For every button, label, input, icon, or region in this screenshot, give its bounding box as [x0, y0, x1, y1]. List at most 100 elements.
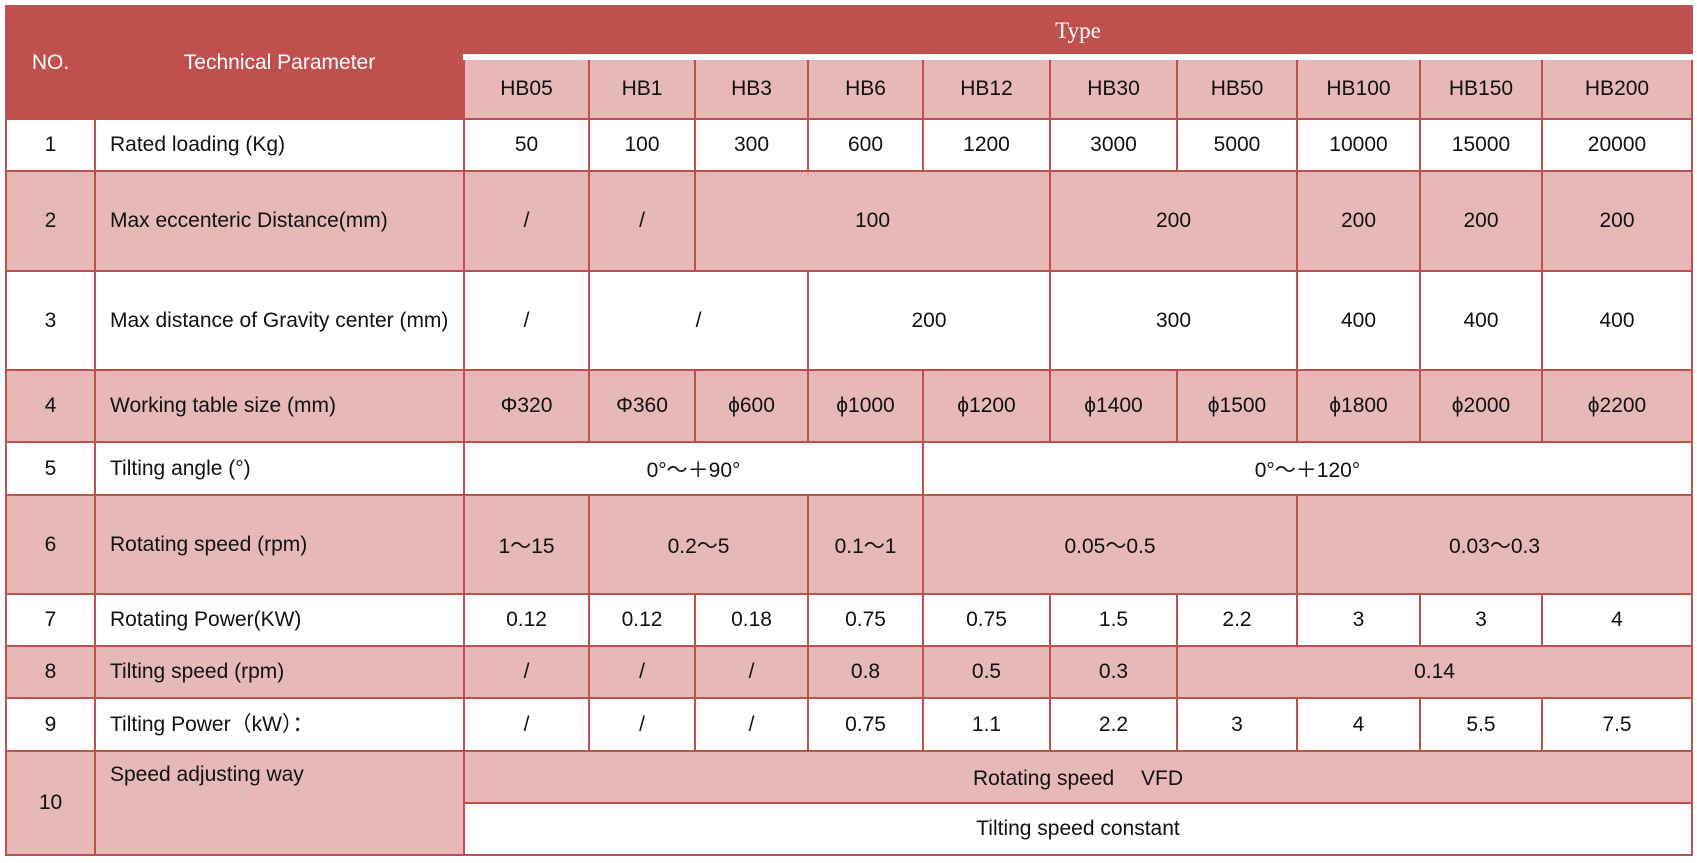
value-cell: ϕ1500 [1176, 369, 1298, 443]
value-cell: 15000 [1419, 118, 1543, 172]
value-cell: ϕ600 [694, 369, 809, 443]
parameter-name: Max eccenteric Distance(mm) [94, 170, 465, 272]
header-no: NO. [5, 5, 96, 120]
value-cell: / [694, 697, 809, 752]
value-cell: 7.5 [1541, 697, 1693, 752]
table-row: 8 Tilting speed (rpm) / //0.8 0.5 0.3 0.14 [5, 645, 1693, 699]
value-cell: / [588, 170, 696, 272]
parameter-name: Max distance of Gravity center (mm) [94, 270, 465, 371]
value-cell: 300 [1049, 270, 1298, 371]
value-cell: 4 [1541, 593, 1693, 647]
value-cell: / [463, 697, 590, 752]
header-type: Type [463, 5, 1693, 60]
value-cell: ϕ2000 [1419, 369, 1543, 443]
value-cell: 1200 [922, 118, 1051, 172]
value-cell: 5.5 [1419, 697, 1543, 752]
value-cell: 20000 [1541, 118, 1693, 172]
table-row: 4 Working table size (mm) Φ320 Φ360 ϕ600 ϕ100… [5, 369, 1693, 443]
table-row: 10 Speed adjusting way Rotating speed VFD [5, 750, 1693, 856]
value-cell: 0.12 [463, 593, 590, 647]
value-cell: 400 [1541, 270, 1693, 371]
value-cell: ϕ1000 [807, 369, 924, 443]
value-cell: 2.2 [1049, 697, 1178, 752]
value-cell: Tilting speed constant [463, 802, 1693, 856]
table-row: 5 Tilting angle (°) 0°～＋90° 0°～＋120° [5, 441, 1693, 496]
value-cell: / [588, 697, 696, 752]
value-cell: / [588, 645, 696, 699]
value-cell: 0.75 [807, 697, 924, 752]
header-technical-parameter: Technical Parameter [94, 5, 465, 120]
value-cell: 300 [694, 118, 809, 172]
parameter-name: Speed adjusting way [94, 750, 465, 856]
model-header-hb50: HB50 [1176, 56, 1298, 120]
value-cell: 0.14 [1176, 645, 1693, 699]
parameter-name: Rated loading (Kg) [94, 118, 465, 172]
value-cell: 4 [1296, 697, 1421, 752]
model-header-hb150: HB150 [1419, 56, 1543, 120]
row-number: 8 [5, 645, 96, 699]
value-cell: / [463, 170, 590, 272]
value-cell: 100 [694, 170, 1051, 272]
row-number: 3 [5, 270, 96, 371]
value-cell: / [588, 270, 809, 371]
value-cell: 0.03～0.3 [1296, 494, 1693, 595]
parameter-name: Rotating speed (rpm) [94, 494, 465, 595]
table-row: Tilting speed constant [6, 802, 1693, 856]
value-cell: / [463, 270, 590, 371]
parameter-name: Tilting angle (°) [94, 441, 465, 496]
value-cell: 0°～＋120° [922, 441, 1693, 496]
value-cell: ϕ1200 [922, 369, 1051, 443]
value-cell: Rotating speed VFD [463, 750, 1693, 804]
value-cell: Φ360 [588, 369, 696, 443]
parameter-name: Working table size (mm) [94, 369, 465, 443]
technical-parameter-table: NO. Technical Parameter Type HB05 HB1 HB3 H… [5, 5, 1693, 856]
row-number: 2 [5, 170, 96, 272]
value-cell: 3 [1419, 593, 1543, 647]
row-number: 1 [5, 118, 96, 172]
value-cell: ϕ1800 [1296, 369, 1421, 443]
value-cell: 400 [1296, 270, 1421, 371]
value-cell: 0.5 [922, 645, 1051, 699]
value-cell: / [694, 645, 809, 699]
model-header-hb3: HB3 [694, 56, 809, 120]
model-header-hb12: HB12 [922, 56, 1051, 120]
row-number: 9 [5, 697, 96, 752]
model-header-hb1: HB1 [588, 56, 696, 120]
value-cell: 200 [807, 270, 1051, 371]
value-cell: 200 [1419, 170, 1543, 272]
value-cell: 10000 [1296, 118, 1421, 172]
value-cell: 0.8 [807, 645, 924, 699]
value-cell: 200 [1541, 170, 1693, 272]
row-number: 10 [5, 750, 96, 856]
value-cell: 0.3 [1049, 645, 1178, 699]
model-header-hb05: HB05 [463, 56, 590, 120]
value-cell: 600 [807, 118, 924, 172]
row-number: 5 [5, 441, 96, 496]
value-cell: 200 [1049, 170, 1298, 272]
value-cell: 3 [1296, 593, 1421, 647]
value-cell: 0.12 [588, 593, 696, 647]
value-cell: ϕ2200 [1541, 369, 1693, 443]
value-cell: / [463, 645, 590, 699]
value-cell: 5000 [1176, 118, 1298, 172]
parameter-name: Tilting Power（kW）： [94, 697, 465, 752]
value-cell: 3000 [1049, 118, 1178, 172]
value-cell: 200 [1296, 170, 1421, 272]
model-header-hb100: HB100 [1296, 56, 1421, 120]
value-cell: 2.2 [1176, 593, 1298, 647]
value-cell: 0.1～1 [807, 494, 924, 595]
table-row: 3 Max distance of Gravity center (mm) //20… [5, 270, 1693, 371]
parameter-name: Tilting speed (rpm) [94, 645, 465, 699]
value-cell: 0.2～5 [588, 494, 809, 595]
row-number: 4 [5, 369, 96, 443]
parameter-name: Rotating Power(KW) [94, 593, 465, 647]
value-cell: Φ320 [463, 369, 590, 443]
value-cell: 0.05～0.5 [922, 494, 1298, 595]
value-cell: 0.75 [807, 593, 924, 647]
table-row: 1 Rated loading (Kg) 50 100 300 600 1200 3000 50… [5, 118, 1693, 172]
model-header-hb6: HB6 [807, 56, 924, 120]
value-cell: 100 [588, 118, 696, 172]
value-cell: 1～15 [463, 494, 590, 595]
value-cell: ϕ1400 [1049, 369, 1178, 443]
row-number: 7 [5, 593, 96, 647]
